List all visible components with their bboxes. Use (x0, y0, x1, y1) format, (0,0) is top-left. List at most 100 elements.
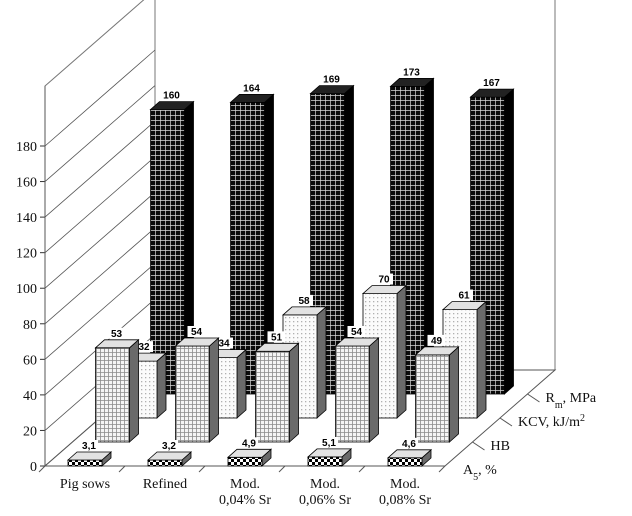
gridline-side (44, 156, 156, 253)
bar-front (147, 459, 183, 467)
data-label-bg (402, 66, 421, 78)
category-label: Mod. (230, 477, 260, 492)
category-label: Pig sows (60, 477, 110, 492)
data-label: 70 (378, 275, 390, 286)
bar-side (476, 300, 487, 419)
bar-side (236, 348, 247, 419)
y-tick-label: 20 (23, 424, 37, 439)
data-label: 164 (243, 83, 260, 94)
y-tick-label: 160 (16, 176, 37, 191)
bar-top (94, 339, 140, 349)
bar-front (255, 350, 290, 443)
data-label-bg (427, 334, 446, 346)
bar-side (129, 338, 139, 443)
y-tick-label: 0 (30, 460, 37, 475)
data-label-bg (242, 82, 261, 94)
bar-top (386, 449, 433, 459)
bar-side (396, 284, 407, 419)
bar-top (441, 301, 488, 311)
category-tick (38, 465, 46, 473)
category-tick (198, 465, 206, 473)
bar-front (95, 347, 130, 443)
bar-front (175, 345, 210, 443)
y-tick-label: 40 (23, 389, 37, 404)
bar-front (335, 345, 370, 443)
bar-front (307, 456, 343, 467)
series-label: KCV, kJ/m2 (518, 413, 585, 431)
data-label: 51 (271, 332, 283, 343)
series-label: HB (491, 439, 510, 454)
gridline-side (44, 85, 156, 182)
category-label: Mod. (310, 477, 340, 492)
data-label: 167 (483, 78, 500, 89)
bar: 3,1 (66, 440, 113, 467)
category-tick (118, 465, 126, 473)
data-label-bg (455, 289, 473, 301)
y-tick-label: 80 (23, 318, 37, 333)
bar-front (387, 457, 423, 467)
bar-front (67, 459, 103, 467)
bars: 167 173 169 164 160 61 70 58 34 32 49 54 51 54 53 4,6 5,… (66, 66, 515, 467)
depth-tick (472, 441, 485, 451)
bar: 164 (229, 82, 275, 395)
bar-top (361, 285, 408, 295)
category-label: Refined (143, 477, 187, 492)
data-label-bg (295, 294, 313, 306)
data-label: 32 (138, 342, 150, 353)
data-label-bg (135, 341, 153, 353)
gridline-side (44, 191, 156, 289)
data-label-bg (320, 436, 338, 448)
data-label-bg (482, 77, 501, 89)
bar-front (230, 102, 265, 395)
bar-top (281, 306, 328, 316)
y-tick-label: 60 (23, 353, 37, 368)
data-label: 173 (403, 67, 420, 78)
bar-top (469, 88, 515, 98)
data-label-bg (375, 273, 393, 285)
data-label: 53 (111, 329, 123, 340)
data-label-bg (162, 89, 181, 101)
bar: 4,6 (386, 437, 433, 467)
bar-side (504, 88, 514, 395)
data-label: 54 (351, 327, 363, 338)
data-label-bg (160, 440, 178, 451)
data-label: 49 (431, 336, 443, 347)
bar: 49 (414, 334, 460, 443)
data-label: 5,1 (322, 438, 336, 449)
bar-top (306, 448, 353, 458)
series-label: A5, % (463, 463, 497, 483)
data-label: 54 (191, 327, 203, 338)
data-label-bg (267, 331, 286, 343)
data-label: 34 (218, 339, 230, 350)
data-label: 160 (163, 91, 180, 102)
y-tick-label: 180 (16, 140, 37, 155)
data-label: 4,6 (402, 439, 416, 450)
bar: 54 (174, 326, 220, 443)
bar-top (389, 78, 435, 87)
bar-top (414, 346, 460, 356)
bar-side (316, 306, 327, 419)
bar-top (226, 448, 273, 458)
bar-side (156, 352, 167, 419)
data-label-bg (107, 327, 126, 339)
data-label: 169 (323, 75, 340, 86)
bar-front (415, 354, 450, 443)
bar: 51 (254, 331, 300, 443)
bar: 4,9 (226, 437, 273, 467)
category-label: Mod. (390, 477, 420, 492)
bar-top (174, 337, 220, 347)
category-label: 0,04% Sr (219, 493, 271, 508)
data-label-bg (240, 437, 258, 449)
bar-side (369, 337, 379, 443)
gridline-side (44, 227, 156, 325)
y-tick-label: 100 (16, 282, 37, 297)
bar-top (66, 451, 113, 461)
bar: 5,1 (306, 436, 353, 467)
data-label: 61 (458, 291, 470, 302)
data-label-bg (347, 326, 366, 337)
gridline-side (44, 120, 156, 218)
bar: 54 (334, 326, 380, 443)
data-label-bg (322, 73, 341, 85)
